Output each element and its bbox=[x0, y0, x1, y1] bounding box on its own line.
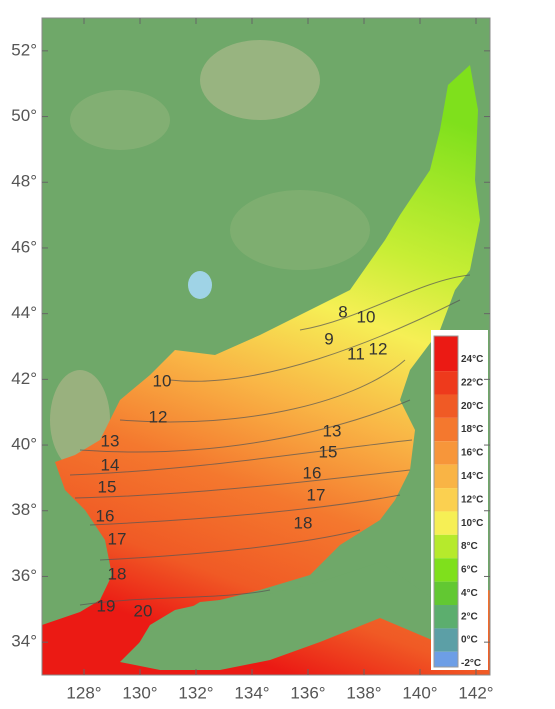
contour-label: 20 bbox=[134, 601, 153, 620]
colorbar-band bbox=[434, 581, 458, 606]
x-tick-label: 130° bbox=[122, 683, 157, 702]
colorbar-label: -2°C bbox=[461, 658, 481, 669]
colorbar-label: 2°C bbox=[461, 611, 478, 622]
colorbar-label: 24°C bbox=[461, 354, 483, 365]
colorbar-band bbox=[434, 488, 458, 512]
colorbar-band bbox=[434, 511, 458, 535]
colorbar-band bbox=[434, 651, 458, 667]
map-area bbox=[42, 18, 490, 675]
contour-label: 16 bbox=[96, 506, 115, 525]
x-tick-label: 134° bbox=[234, 683, 269, 702]
x-tick-label: 140° bbox=[402, 683, 437, 702]
y-tick-label: 34° bbox=[11, 632, 37, 651]
colorbar-label: 14°C bbox=[461, 471, 483, 482]
y-tick-label: 42° bbox=[11, 369, 37, 388]
contour-label: 18 bbox=[108, 564, 127, 583]
colorbar-band bbox=[434, 441, 458, 465]
terrain bbox=[200, 40, 320, 120]
contour-label: 14 bbox=[101, 455, 120, 474]
contour-label: 12 bbox=[149, 407, 168, 426]
colorbar-label: 6°C bbox=[461, 565, 478, 576]
colorbar-label: 4°C bbox=[461, 588, 478, 599]
contour-label: 18 bbox=[294, 513, 313, 532]
colorbar-label: 16°C bbox=[461, 448, 483, 459]
colorbar-band bbox=[434, 336, 458, 372]
contour-label: 11 bbox=[347, 344, 365, 363]
land bbox=[120, 562, 432, 670]
y-tick-label: 44° bbox=[11, 303, 37, 322]
colorbar-band bbox=[434, 464, 458, 489]
x-tick-label: 138° bbox=[346, 683, 381, 702]
terrain bbox=[230, 190, 370, 270]
lake bbox=[188, 271, 212, 299]
x-tick-label: 132° bbox=[178, 683, 213, 702]
colorbar-label: 0°C bbox=[461, 635, 478, 646]
y-tick-label: 40° bbox=[11, 435, 37, 454]
colorbar-label: 20°C bbox=[461, 401, 483, 412]
contour-label: 8 bbox=[338, 302, 347, 321]
contour-label: 12 bbox=[369, 339, 388, 358]
contour-label: 17 bbox=[307, 485, 326, 504]
x-tick-label: 142° bbox=[458, 683, 493, 702]
contour-label: 10 bbox=[357, 307, 376, 326]
contour-label: 9 bbox=[324, 329, 333, 348]
contour-label: 10 bbox=[153, 371, 172, 390]
map-frame bbox=[41, 17, 491, 676]
x-tick-label: 136° bbox=[290, 683, 325, 702]
colorbar-band bbox=[434, 628, 458, 652]
colorbar-label: 8°C bbox=[461, 541, 478, 552]
colorbar-label: 10°C bbox=[461, 518, 483, 529]
colorbar-band bbox=[434, 417, 458, 442]
colorbar-band bbox=[434, 371, 458, 395]
contour-label: 15 bbox=[98, 477, 117, 496]
contour-label: 15 bbox=[319, 442, 338, 461]
contour-label: 13 bbox=[323, 421, 342, 440]
y-tick-label: 38° bbox=[11, 500, 37, 519]
x-tick-label: 128° bbox=[66, 683, 101, 702]
contour-label: 19 bbox=[97, 596, 116, 615]
y-tick-label: 46° bbox=[11, 237, 37, 256]
y-tick-label: 52° bbox=[11, 40, 37, 59]
colorbar-band bbox=[434, 534, 458, 559]
isotherms bbox=[69, 274, 471, 606]
colorbar-label: 12°C bbox=[461, 494, 483, 505]
colorbar-band bbox=[434, 558, 458, 582]
y-tick-label: 50° bbox=[11, 106, 37, 125]
contour-label: 16 bbox=[303, 463, 322, 482]
colorbar-label: 22°C bbox=[461, 377, 483, 388]
colorbar-label: 18°C bbox=[461, 424, 483, 435]
contour-label: 13 bbox=[101, 431, 120, 450]
terrain bbox=[70, 90, 170, 150]
colorbar-band bbox=[434, 394, 458, 418]
sea-temperature bbox=[42, 65, 490, 675]
colorbar-band bbox=[434, 605, 458, 629]
contour-label: 17 bbox=[108, 529, 127, 548]
y-tick-label: 36° bbox=[11, 566, 37, 585]
colorbar-frame bbox=[433, 335, 459, 668]
y-tick-label: 48° bbox=[11, 172, 37, 191]
